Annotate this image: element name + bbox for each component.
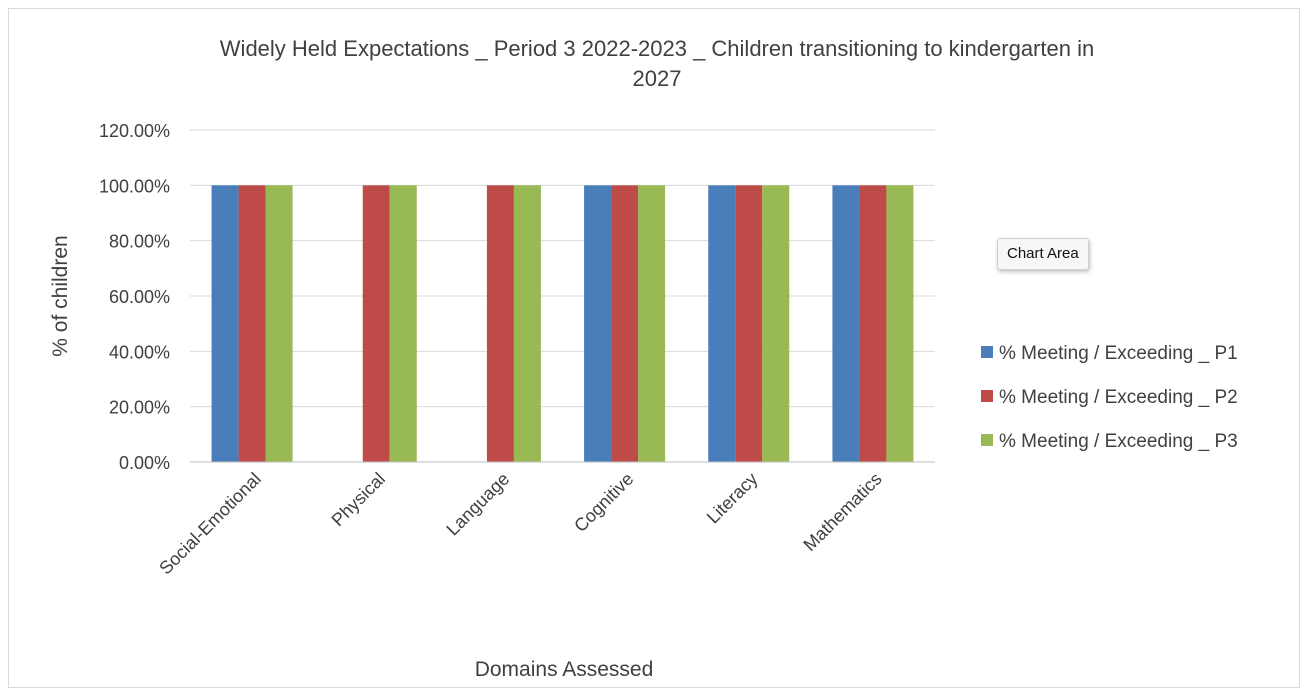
legend-label: % Meeting / Exceeding _ P1 [999,343,1238,364]
x-tick-label: Language [442,469,513,540]
legend-swatch [981,346,993,358]
x-tick-label: Physical [328,469,390,531]
bar-cognitive-p2 [611,185,639,463]
chart-title: Widely Held Expectations _ Period 3 2022… [220,36,1094,91]
x-tick-label: Cognitive [570,469,637,536]
y-tick-labels: 0.00% 20.00% 40.00% 60.00% 80.00% 100.00% 120.… [99,121,170,473]
bar-literacy-p2 [735,185,763,463]
y-tick-label: 80.00% [109,232,170,252]
bar-mathematics-p1 [832,185,860,463]
x-tick-labels: Social-Emotional Physical Language Cognitiv… [155,469,885,579]
legend-label: % Meeting / Exceeding _ P3 [999,431,1238,452]
gridlines [190,129,935,408]
bar-social-emotional-p3 [265,185,293,463]
chart-title-line: Widely Held Expectations _ Period 3 2022… [220,36,1094,61]
y-axis-title: % of children [49,235,72,356]
y-tick-label: 100.00% [99,176,170,196]
y-tick-label: 60.00% [109,287,170,307]
y-tick-label: 0.00% [119,453,170,473]
bars [211,185,914,463]
bar-language-p2 [486,185,514,463]
bar-literacy-p3 [762,185,790,463]
legend-swatch [981,390,993,402]
bar-social-emotional-p2 [238,185,266,463]
bar-physical-p2 [362,185,390,463]
bar-mathematics-p3 [886,185,914,463]
bar-physical-p3 [389,185,417,463]
y-tick-label: 20.00% [109,398,170,418]
x-axis-title: Domains Assessed [475,658,654,681]
bar-cognitive-p3 [638,185,666,463]
bar-language-p3 [513,185,541,463]
bar-mathematics-p2 [859,185,887,463]
x-tick-label: Literacy [703,469,762,528]
chart-area-tooltip: Chart Area [997,238,1089,270]
legend-swatch [981,434,993,446]
x-tick-label: Mathematics [799,469,885,555]
x-tick-label: Social-Emotional [155,469,265,579]
legend: % Meeting / Exceeding _ P1 % Meeting / Ex… [981,343,1238,452]
bar-social-emotional-p1 [211,185,239,463]
y-tick-label: 40.00% [109,342,170,362]
y-tick-label: 120.00% [99,121,170,141]
legend-label: % Meeting / Exceeding _ P2 [999,387,1238,408]
bar-cognitive-p1 [584,185,612,463]
bar-literacy-p1 [708,185,736,463]
chart-title-line: 2027 [633,66,682,91]
